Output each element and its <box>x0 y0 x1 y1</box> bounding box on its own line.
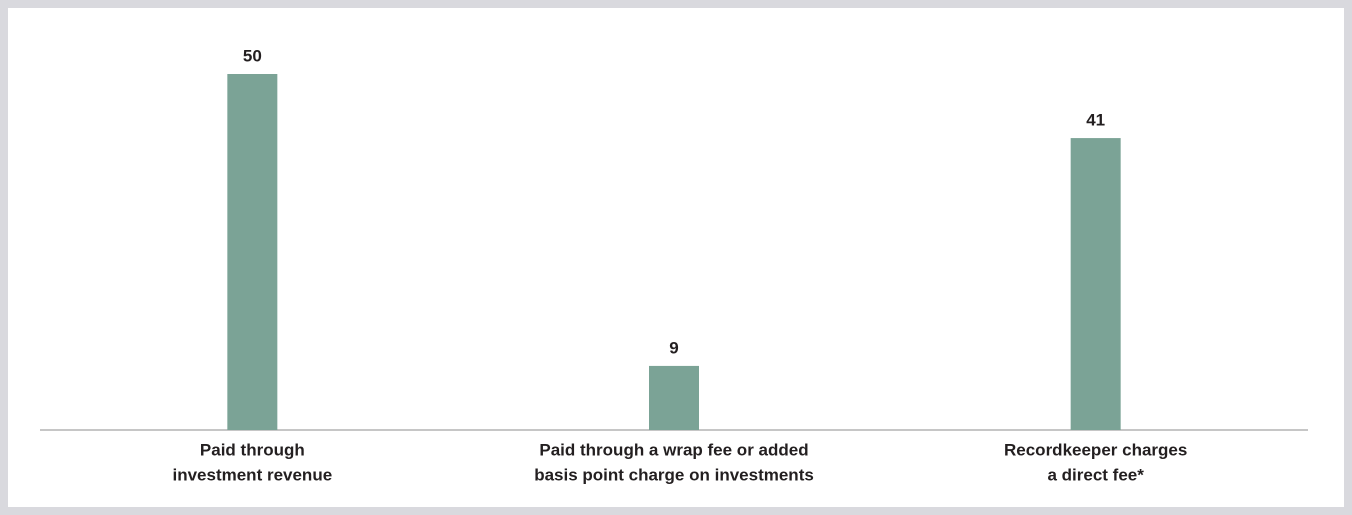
x-tick-label: basis point charge on investments <box>534 465 814 484</box>
x-tick-label: a direct fee* <box>1047 465 1144 484</box>
x-tick-label: Paid through a wrap fee or added <box>539 440 808 459</box>
bar <box>649 365 699 430</box>
x-tick-label: Recordkeeper charges <box>1004 440 1187 459</box>
bar <box>1070 138 1121 430</box>
data-label: 41 <box>1086 111 1105 130</box>
chart-background <box>8 8 1344 507</box>
x-tick-label: investment revenue <box>172 465 332 484</box>
x-tick-label: Paid through <box>200 440 305 459</box>
data-label: 50 <box>243 46 262 65</box>
data-label: 9 <box>669 338 678 357</box>
bar <box>227 74 278 430</box>
